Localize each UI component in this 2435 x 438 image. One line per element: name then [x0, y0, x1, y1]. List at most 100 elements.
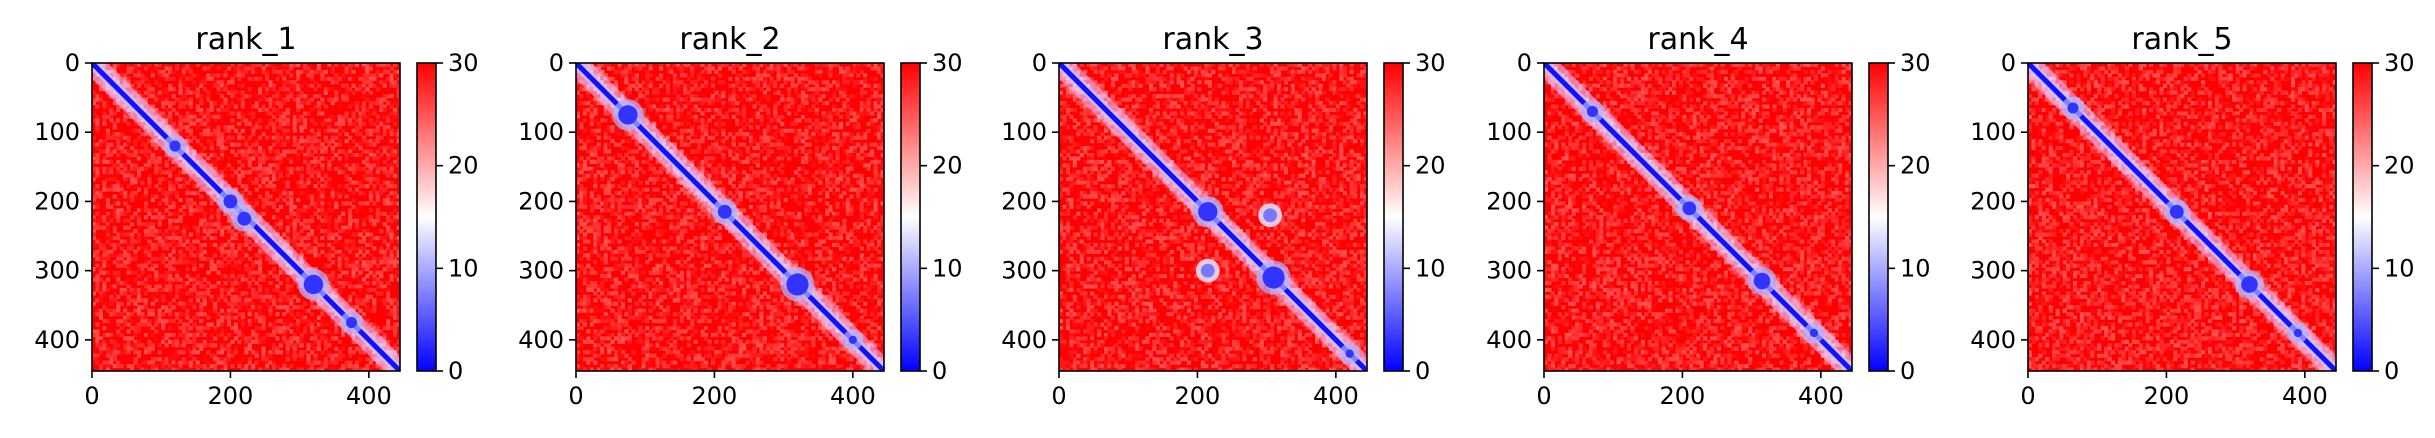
y-tick-label: 0	[1517, 49, 1532, 77]
x-tick-label: 0	[2020, 382, 2035, 410]
colorbar-tick-label: 10	[932, 254, 963, 282]
axes-frame	[2027, 62, 2337, 372]
x-tick-label: 200	[1660, 382, 1706, 410]
colorbar	[2352, 62, 2373, 372]
x-tick-label: 0	[568, 382, 583, 410]
heatmap-image	[576, 63, 884, 371]
x-tick-label: 400	[830, 382, 876, 410]
colorbar-tick-label: 30	[2384, 49, 2415, 77]
x-tick-label: 0	[84, 382, 99, 410]
y-tick-label: 300	[1001, 257, 1047, 285]
x-tick-label: 400	[346, 382, 392, 410]
x-tick-label: 200	[208, 382, 254, 410]
y-tick-label: 400	[1486, 326, 1532, 354]
y-tick-label: 300	[518, 257, 564, 285]
colorbar-tick-label: 10	[2384, 254, 2415, 282]
heatmap-image	[92, 63, 400, 371]
low-pae-domain	[1809, 328, 1819, 338]
low-pae-domain	[303, 274, 324, 295]
x-tick-label: 200	[692, 382, 738, 410]
heatmap-image	[1544, 63, 1852, 371]
y-tick-label: 100	[1001, 118, 1047, 146]
panel-title: rank_4	[1647, 22, 1748, 57]
low-pae-domain	[1262, 266, 1285, 289]
colorbar-tick-label: 0	[932, 357, 947, 385]
low-pae-domain	[223, 194, 238, 209]
y-tick-label: 100	[518, 118, 564, 146]
y-tick-label: 400	[518, 326, 564, 354]
axes-frame	[1058, 62, 1368, 372]
low-pae-domain	[2169, 204, 2184, 219]
y-tick-label: 100	[1486, 118, 1532, 146]
low-pae-domain	[237, 211, 252, 226]
colorbar-tick-label: 0	[448, 357, 463, 385]
y-tick-label: 200	[518, 187, 564, 215]
low-pae-domain	[1198, 202, 1218, 222]
low-pae-domain	[848, 335, 858, 345]
colorbar-tick-label: 0	[2384, 357, 2399, 385]
x-tick-label: 0	[1051, 382, 1066, 410]
colorbar-tick-label: 30	[1900, 49, 1931, 77]
low-pae-domain	[1586, 105, 1598, 117]
colorbar	[1868, 62, 1889, 372]
x-tick-label: 400	[1313, 382, 1359, 410]
colorbar-tick-label: 0	[1900, 357, 1915, 385]
y-tick-label: 0	[549, 49, 564, 77]
y-tick-label: 0	[65, 49, 80, 77]
colorbar-tick-label: 0	[1415, 357, 1430, 385]
colorbar-tick-label: 10	[1900, 254, 1931, 282]
low-pae-domain	[786, 273, 809, 296]
low-pae-domain	[2241, 276, 2258, 293]
colorbar	[416, 62, 437, 372]
axes-frame	[91, 62, 401, 372]
colorbar-tick-label: 20	[448, 152, 479, 180]
low-pae-domain	[1753, 272, 1771, 290]
y-tick-label: 100	[34, 118, 80, 146]
panel-title: rank_5	[2131, 22, 2232, 57]
y-tick-label: 100	[1970, 118, 2016, 146]
y-tick-label: 0	[2001, 49, 2016, 77]
axes-frame	[575, 62, 885, 372]
low-pae-domain	[169, 140, 181, 152]
y-tick-label: 200	[1486, 187, 1532, 215]
colorbar-tick-label: 10	[1415, 254, 1446, 282]
colorbar-tick-label: 20	[2384, 152, 2415, 180]
x-tick-label: 400	[1798, 382, 1844, 410]
x-tick-label: 0	[1536, 382, 1551, 410]
colorbar-tick-label: 20	[1900, 152, 1931, 180]
low-pae-domain	[717, 204, 732, 219]
y-tick-label: 200	[1001, 187, 1047, 215]
y-tick-label: 400	[1970, 326, 2016, 354]
heatmap-image	[2028, 63, 2336, 371]
colorbar-tick-label: 30	[932, 49, 963, 77]
x-tick-label: 400	[2282, 382, 2328, 410]
panel-title: rank_3	[1162, 22, 1263, 57]
y-tick-label: 400	[1001, 326, 1047, 354]
y-tick-label: 400	[34, 326, 80, 354]
interdomain-contact	[1263, 208, 1278, 223]
panel-title: rank_1	[195, 22, 296, 57]
y-tick-label: 300	[1486, 257, 1532, 285]
colorbar-tick-label: 20	[932, 152, 963, 180]
y-tick-label: 200	[34, 187, 80, 215]
colorbar	[1383, 62, 1404, 372]
y-tick-label: 200	[1970, 187, 2016, 215]
low-pae-domain	[618, 105, 638, 125]
y-tick-label: 0	[1032, 49, 1047, 77]
interdomain-contact	[1200, 263, 1215, 278]
low-pae-domain	[1345, 349, 1354, 358]
x-tick-label: 200	[2144, 382, 2190, 410]
axes-frame	[1543, 62, 1853, 372]
colorbar	[900, 62, 921, 372]
x-tick-label: 200	[1175, 382, 1221, 410]
panel-title: rank_2	[679, 22, 780, 57]
y-tick-label: 300	[1970, 257, 2016, 285]
colorbar-tick-label: 30	[448, 49, 479, 77]
colorbar-tick-label: 30	[1415, 49, 1446, 77]
